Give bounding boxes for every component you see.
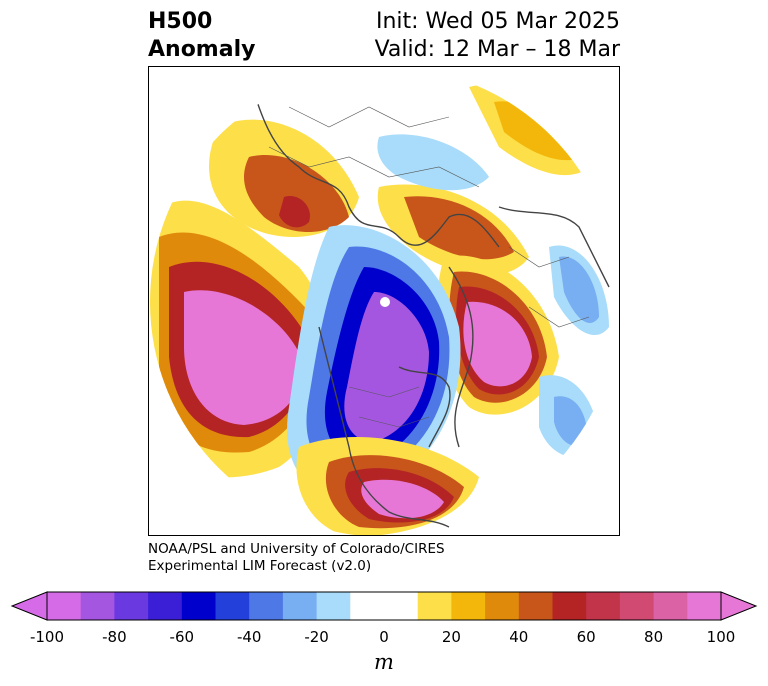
colorbar-tick-label: -20 bbox=[304, 628, 329, 646]
colorbar-cell bbox=[586, 592, 621, 620]
colorbar-cell bbox=[80, 592, 115, 620]
colorbar-unit: m bbox=[374, 650, 394, 674]
contour-pos-100-west bbox=[184, 290, 302, 425]
colorbar-cell bbox=[687, 592, 722, 620]
map-title-right: Init: Wed 05 Mar 2025 Valid: 12 Mar – 18… bbox=[375, 8, 620, 64]
anomaly-map bbox=[148, 66, 620, 536]
colorbar-frame bbox=[46, 591, 722, 621]
credit-text: NOAA/PSL and University of Colorado/CIRE… bbox=[148, 541, 445, 575]
colorbar-cell bbox=[47, 592, 82, 620]
colorbar-cell bbox=[350, 592, 385, 620]
colorbar-cell bbox=[249, 592, 284, 620]
contour-pos-100-east bbox=[463, 301, 532, 387]
contour-neg-20-arctic bbox=[377, 134, 489, 191]
credit-line1: NOAA/PSL and University of Colorado/CIRE… bbox=[148, 541, 445, 557]
colorbar-tick-label: -100 bbox=[29, 628, 65, 646]
colorbar-tick-label: 80 bbox=[644, 628, 664, 646]
colorbar-tick-label: 40 bbox=[509, 628, 529, 646]
contour-neg-40-e1 bbox=[559, 256, 599, 323]
colorbar-tick-label: -80 bbox=[102, 628, 127, 646]
colorbar-right-extend bbox=[720, 591, 758, 621]
colorbar-tick-label: 100 bbox=[706, 628, 736, 646]
colorbar-tick-label: -60 bbox=[169, 628, 195, 646]
colorbar-tick-label: 20 bbox=[441, 628, 461, 646]
contour-neg-100-na bbox=[344, 292, 429, 442]
colorbar-tick-label: 0 bbox=[379, 628, 389, 646]
colorbar-cell bbox=[282, 592, 318, 620]
colorbar-cell bbox=[148, 592, 183, 620]
map-title-left: H500 Anomaly bbox=[148, 8, 255, 64]
contour-pos-60-nw bbox=[279, 196, 310, 228]
map-canvas bbox=[150, 76, 610, 535]
contour-pos-40-siberia bbox=[404, 196, 514, 260]
colorbar-cell bbox=[384, 592, 419, 620]
colorbar-cell bbox=[215, 592, 250, 620]
valid-range: Valid: 12 Mar – 18 Mar bbox=[374, 37, 620, 62]
colorbar-cell bbox=[619, 592, 655, 620]
colorbar-cell bbox=[181, 592, 216, 620]
colorbar-cell bbox=[552, 592, 587, 620]
colorbar-cell bbox=[316, 592, 351, 620]
init-date: Init: Wed 05 Mar 2025 bbox=[375, 9, 620, 34]
colorbar-cell bbox=[114, 592, 149, 620]
coastline-outlines bbox=[248, 76, 610, 528]
colorbar bbox=[10, 591, 758, 621]
north-pole-marker bbox=[380, 297, 390, 307]
colorbar-cell bbox=[653, 592, 688, 620]
colorbar-left-extend bbox=[10, 591, 48, 621]
colorbar-cell bbox=[485, 592, 520, 620]
political-boundaries bbox=[268, 106, 590, 428]
colorbar-cell bbox=[417, 592, 452, 620]
contour-pos-40-nw bbox=[244, 155, 349, 232]
title-field: Anomaly bbox=[148, 37, 256, 62]
colorbar-tick-label: -40 bbox=[236, 628, 262, 646]
credit-line2: Experimental LIM Forecast (v2.0) bbox=[148, 558, 372, 574]
colorbar-cell bbox=[518, 592, 553, 620]
contour-neg-40-e2 bbox=[554, 396, 588, 446]
title-variable: H500 bbox=[148, 9, 213, 34]
contour-pos-100-atlantic bbox=[361, 479, 444, 519]
colorbar-tick-label: 60 bbox=[576, 628, 596, 646]
colorbar-cell bbox=[451, 592, 486, 620]
